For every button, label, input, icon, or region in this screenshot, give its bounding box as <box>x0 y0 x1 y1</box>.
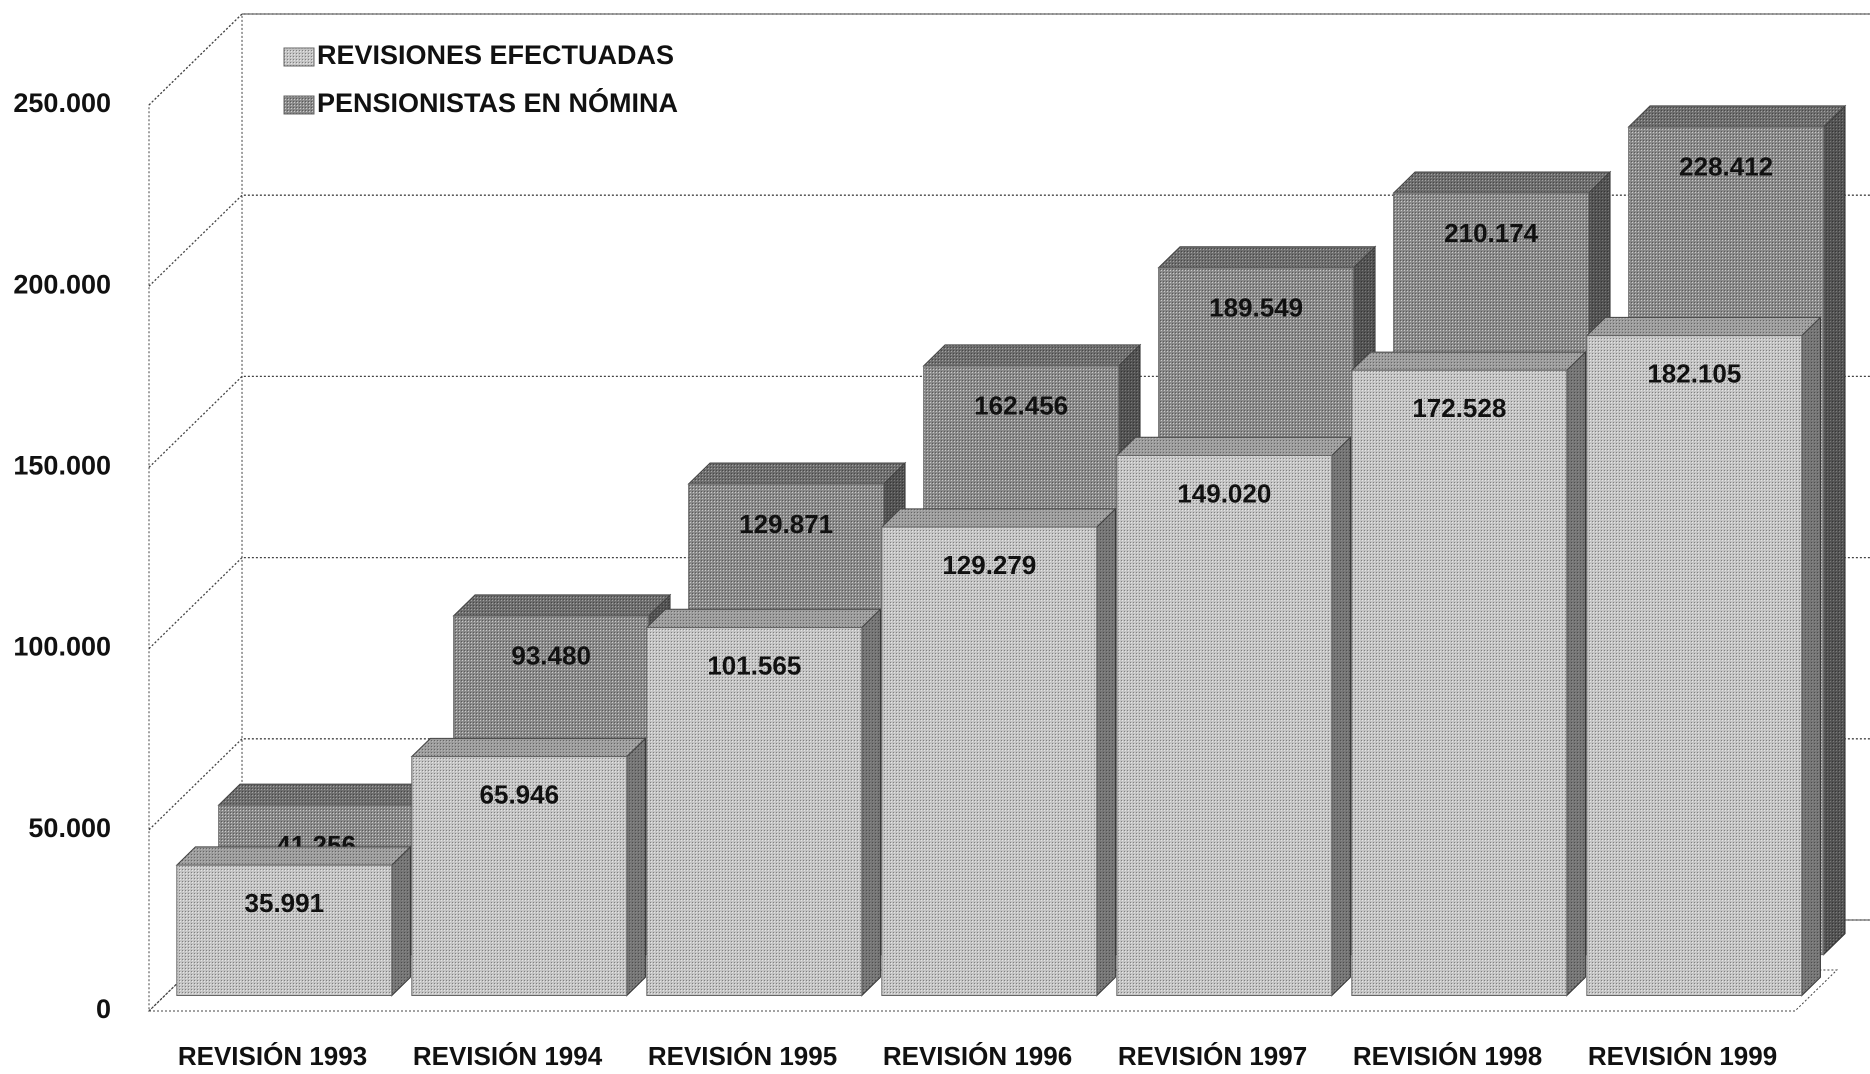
x-tick-label: REVISIÓN 1998 <box>1353 1041 1542 1071</box>
bar-front <box>1116 454 1333 997</box>
value-label: 35.991 <box>245 888 325 918</box>
bar-side <box>1096 507 1116 997</box>
bar-top <box>175 846 412 866</box>
y-tick-label: 50.000 <box>28 813 111 843</box>
y-tick-label: 250.000 <box>13 88 111 118</box>
bar-top <box>410 737 647 758</box>
bar <box>175 845 412 997</box>
legend-label: REVISIONES EFECTUADAS <box>317 40 674 70</box>
bar <box>645 608 882 997</box>
bar-top <box>1627 105 1847 128</box>
legend-label: PENSIONISTAS EN NÓMINA <box>317 87 678 118</box>
value-label: 129.871 <box>739 509 833 539</box>
value-label: 149.020 <box>1177 478 1271 508</box>
value-label: 101.565 <box>707 650 801 680</box>
legend-swatch <box>283 47 315 67</box>
bar-front <box>411 756 628 997</box>
x-tick-label: REVISIÓN 1995 <box>648 1041 837 1071</box>
y-tick-label: 200.000 <box>13 269 111 299</box>
y-tick-label: 150.000 <box>13 451 111 481</box>
bar <box>410 737 647 997</box>
bar-side <box>861 608 881 997</box>
x-tick-label: REVISIÓN 1993 <box>178 1041 367 1071</box>
value-label: 210.174 <box>1444 218 1539 248</box>
y-tick-label: 100.000 <box>13 632 111 662</box>
value-label: 172.528 <box>1412 393 1506 423</box>
bar-top <box>645 608 882 628</box>
value-label: 189.549 <box>1209 293 1303 323</box>
bar-front <box>176 864 393 997</box>
bar <box>880 507 1117 997</box>
bar <box>1585 316 1822 997</box>
x-tick-label: REVISIÓN 1997 <box>1118 1041 1307 1071</box>
value-label: 182.105 <box>1647 358 1741 388</box>
bar-top <box>452 594 672 617</box>
bar-side <box>391 845 411 997</box>
bar-top <box>687 462 907 485</box>
bar-top <box>1115 436 1352 456</box>
bar-top <box>1392 171 1612 194</box>
bar-side <box>1823 104 1846 956</box>
bar <box>1115 436 1352 997</box>
value-label: 93.480 <box>511 641 591 671</box>
bar-side <box>1801 316 1821 997</box>
bar <box>1350 350 1587 997</box>
bar-top <box>1350 351 1587 371</box>
grid-line <box>148 13 1870 106</box>
bar-side <box>626 737 646 997</box>
bar-front <box>646 626 863 997</box>
bar-front <box>881 526 1098 997</box>
bar-top <box>1585 316 1822 337</box>
bar-front <box>1351 369 1568 997</box>
value-label: 129.279 <box>942 550 1036 580</box>
bar-side <box>1566 350 1586 997</box>
bar-top <box>217 783 437 806</box>
x-tick-label: REVISIÓN 1994 <box>413 1041 603 1071</box>
bar-top <box>1157 246 1377 269</box>
y-tick-label: 0 <box>96 994 111 1024</box>
x-tick-label: REVISIÓN 1996 <box>883 1041 1072 1071</box>
bar-side <box>1331 436 1351 997</box>
value-label: 65.946 <box>480 779 560 809</box>
value-label: 228.412 <box>1679 152 1773 182</box>
bar-front <box>1586 335 1803 997</box>
x-tick-label: REVISIÓN 1999 <box>1588 1041 1777 1071</box>
legend-swatch <box>283 95 315 115</box>
value-label: 162.456 <box>974 391 1068 421</box>
bar-top <box>880 508 1117 528</box>
bar-top <box>922 344 1142 367</box>
